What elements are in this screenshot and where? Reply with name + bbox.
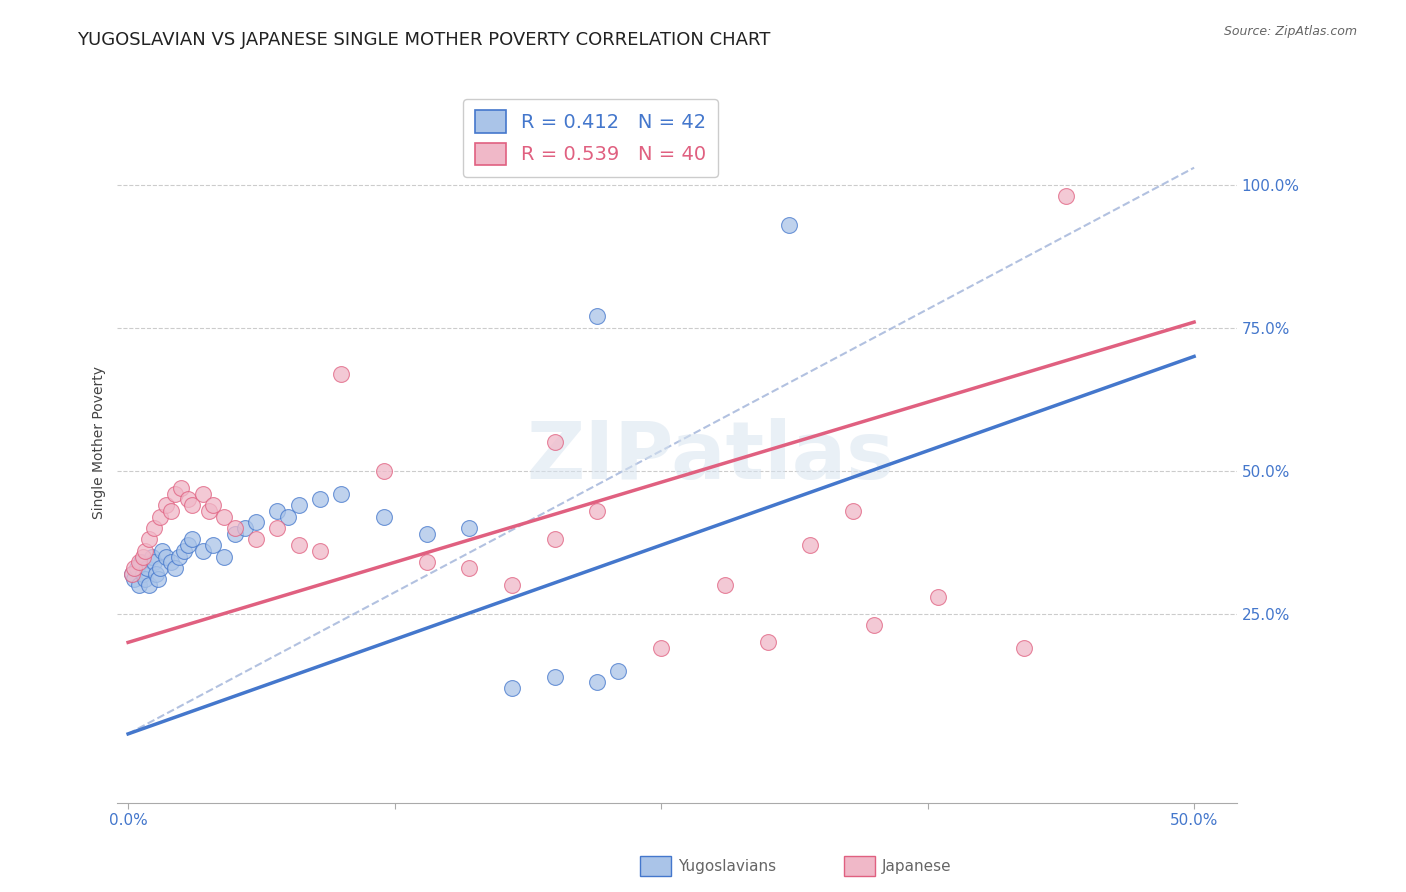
Y-axis label: Single Mother Poverty: Single Mother Poverty xyxy=(93,366,107,519)
Point xyxy=(458,521,481,535)
Point xyxy=(173,544,195,558)
Point xyxy=(224,526,246,541)
Point xyxy=(129,555,152,569)
Point xyxy=(245,516,267,530)
Point xyxy=(163,561,186,575)
Point xyxy=(124,561,146,575)
Point xyxy=(169,549,191,564)
Point xyxy=(309,544,332,558)
Point xyxy=(181,533,204,547)
Point xyxy=(136,561,159,575)
Point xyxy=(142,521,165,535)
Point xyxy=(181,498,204,512)
Point xyxy=(501,578,523,592)
Point xyxy=(132,566,155,581)
Point xyxy=(138,578,160,592)
Point xyxy=(132,549,155,564)
Point xyxy=(145,566,167,581)
Point xyxy=(121,566,143,581)
Point xyxy=(128,555,150,569)
Point xyxy=(330,367,353,381)
Point xyxy=(415,555,437,569)
Point xyxy=(121,566,143,581)
Point xyxy=(146,573,169,587)
Legend: R = 0.412   N = 42, R = 0.539   N = 40: R = 0.412 N = 42, R = 0.539 N = 40 xyxy=(463,99,718,177)
Point xyxy=(586,504,609,518)
Text: YUGOSLAVIAN VS JAPANESE SINGLE MOTHER POVERTY CORRELATION CHART: YUGOSLAVIAN VS JAPANESE SINGLE MOTHER PO… xyxy=(77,31,770,49)
Point xyxy=(543,670,565,684)
Point xyxy=(150,544,173,558)
Point xyxy=(224,521,246,535)
Point xyxy=(202,538,225,552)
Point xyxy=(159,555,181,569)
Point xyxy=(650,641,672,656)
Point xyxy=(586,310,609,324)
Point xyxy=(155,498,177,512)
Point xyxy=(373,509,395,524)
Point xyxy=(142,555,165,569)
Point xyxy=(607,664,630,678)
Point xyxy=(330,486,353,500)
Point xyxy=(177,538,200,552)
Point xyxy=(124,573,146,587)
Point xyxy=(155,549,177,564)
Text: Source: ZipAtlas.com: Source: ZipAtlas.com xyxy=(1223,25,1357,38)
Point xyxy=(198,504,221,518)
Point xyxy=(287,538,309,552)
Point xyxy=(714,578,737,592)
Point xyxy=(149,509,172,524)
Point xyxy=(277,509,299,524)
Point xyxy=(1012,641,1035,656)
Point xyxy=(163,486,186,500)
Point xyxy=(138,533,160,547)
Point xyxy=(842,504,865,518)
Point xyxy=(415,526,437,541)
Point xyxy=(202,498,225,512)
Point xyxy=(266,504,288,518)
Point xyxy=(373,464,395,478)
Point xyxy=(287,498,309,512)
Point xyxy=(863,618,886,632)
Point xyxy=(927,590,949,604)
Point xyxy=(128,578,150,592)
Point xyxy=(586,675,609,690)
Point xyxy=(134,573,156,587)
Point xyxy=(191,486,214,500)
Point xyxy=(191,544,214,558)
Point xyxy=(212,549,235,564)
Text: ZIPatlas: ZIPatlas xyxy=(527,417,894,496)
Point xyxy=(266,521,288,535)
Point xyxy=(159,504,181,518)
Point xyxy=(309,492,332,507)
Point xyxy=(177,492,200,507)
Point xyxy=(245,533,267,547)
Point xyxy=(212,509,235,524)
Text: Yugoslavians: Yugoslavians xyxy=(678,859,776,873)
Point xyxy=(799,538,821,552)
Point xyxy=(458,561,481,575)
Point xyxy=(134,544,156,558)
Point xyxy=(1054,189,1077,203)
Point xyxy=(170,481,193,495)
Point xyxy=(141,549,163,564)
Point xyxy=(235,521,257,535)
Text: Japanese: Japanese xyxy=(882,859,952,873)
Point xyxy=(756,635,779,649)
Point xyxy=(149,561,172,575)
Point xyxy=(501,681,523,695)
Point xyxy=(543,435,565,450)
Point xyxy=(543,533,565,547)
Point xyxy=(125,561,148,575)
Point xyxy=(778,218,800,232)
